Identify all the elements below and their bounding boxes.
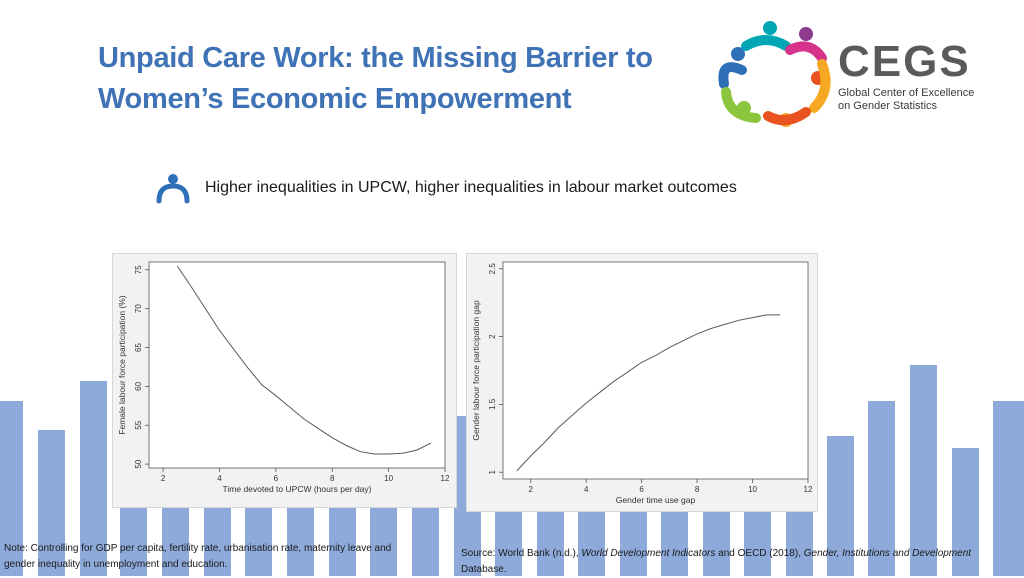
background-bar [993,401,1024,576]
page-title: Unpaid Care Work: the Missing Barrier to… [98,38,698,120]
y-tick-label: 1 [488,469,497,474]
y-tick-label: 1.5 [488,398,497,410]
background-bar [827,436,854,576]
y-tick-label: 70 [134,304,143,313]
y-tick-label: 50 [134,459,143,468]
y-tick-label: 2.5 [488,263,497,275]
background-bar [661,508,688,576]
x-axis-label: Gender time use gap [616,495,696,505]
people-circle-icon [718,21,831,127]
logo-name: CEGS [838,37,971,86]
plot-area [148,261,446,469]
background-bar [412,508,439,576]
source-wdi: World Development Indicators [581,548,716,559]
background-bar [910,365,937,576]
background-bar [868,401,895,576]
background-bar [120,508,147,576]
background-bar [287,508,314,576]
background-bar [744,508,771,576]
x-tick-label: 4 [217,474,222,483]
x-tick-label: 6 [639,485,644,494]
y-tick-label: 2 [488,334,497,339]
x-tick-label: 10 [748,485,757,494]
background-bar [162,508,189,576]
background-bar [537,508,564,576]
subtitle: Higher inequalities in UPCW, higher ineq… [205,179,737,196]
source-suffix: Database. [461,564,507,575]
background-bar [495,508,522,576]
background-bar [329,508,356,576]
note-line2: gender inequality in unemployment and ed… [4,559,228,570]
page-title-line1: Unpaid Care Work: the Missing Barrier to [98,42,653,74]
x-tick-label: 8 [695,485,700,494]
note-text: Note: Controlling for GDP per capita, fe… [4,541,444,573]
y-tick-label: 75 [134,265,143,274]
y-tick-label: 60 [134,381,143,390]
background-bar [578,508,605,576]
x-tick-label: 2 [529,485,534,494]
x-tick-label: 6 [274,474,279,483]
source-mid: and OECD (2018), [715,548,804,559]
y-tick-label: 55 [134,420,143,429]
cegs-logo: CEGS Global Center of Excellence on Gend… [718,21,974,127]
chart-timegap-vs-lfpgap: 2 4 6 8 10 12 1 1.5 2 2.5 Gender time use gap Gende… [466,253,818,512]
background-bar [0,401,23,576]
x-tick-label: 2 [161,474,166,483]
background-bar [786,508,813,576]
chart-upcw-vs-flfp: 2 4 6 8 10 12 50 55 60 65 70 75 Time devoted to UPCW… [112,253,457,508]
source-prefix: Source: World Bank (n.d.), [461,548,582,559]
background-bar [245,508,272,576]
series-line [176,265,432,455]
x-axis-label: Time devoted to UPCW (hours per day) [223,484,372,494]
x-tick-label: 12 [441,474,450,483]
y-tick-label: 65 [134,343,143,352]
background-bar [703,508,730,576]
background-bar [952,448,979,576]
chart-timegap-svg: 2 4 6 8 10 12 1 1.5 2 2.5 Gender time use gap Gende… [471,261,813,505]
note-line1: Note: Controlling for GDP per capita, fe… [4,543,392,554]
x-tick-label: 8 [330,474,335,483]
background-bar [38,430,65,576]
source-text: Source: World Bank (n.d.), World Develop… [461,546,1021,578]
chart-upcw-svg: 2 4 6 8 10 12 50 55 60 65 70 75 Time devoted to UPCW… [117,261,450,494]
person-icon [156,174,190,204]
x-tick-label: 10 [384,474,393,483]
series-line [516,314,781,472]
logo-line1: Global Center of Excellence [838,87,974,99]
subtitle-row: Higher inequalities in UPCW, higher ineq… [155,172,737,204]
background-bar [204,508,231,576]
background-bar [370,508,397,576]
x-tick-label: 12 [804,485,813,494]
x-tick-label: 4 [584,485,589,494]
background-bar [620,508,647,576]
y-axis-label: Female labour force participation (%) [117,295,127,435]
source-gid: Gender, Institutions and Development [803,548,972,559]
plot-area [502,261,809,480]
logo-line2: on Gender Statistics [838,100,938,112]
page-title-line2: Women’s Economic Empowerment [98,83,572,115]
background-bar [80,381,107,576]
y-axis-label: Gender labour force participation gap [471,300,481,441]
